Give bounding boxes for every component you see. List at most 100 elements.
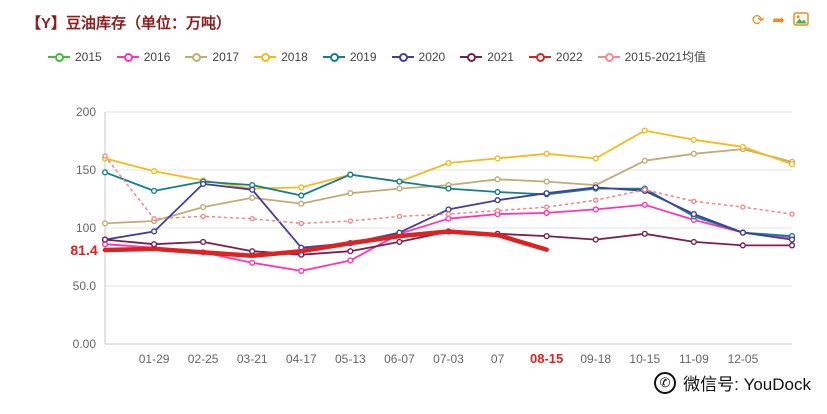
series-point-2019 [445, 185, 452, 192]
series-point-2021 [200, 238, 207, 246]
series-point-2021 [396, 238, 403, 246]
series-point-2018 [494, 155, 501, 162]
legend-marker-icon [48, 52, 70, 62]
x-axis-tick-label: 01-29 [139, 352, 170, 366]
legend-label: 2021 [487, 49, 514, 64]
series-point-2019 [396, 178, 403, 185]
legend-label: 2022 [555, 49, 583, 64]
series-line-2019 [104, 171, 793, 237]
series-point-2021 [150, 241, 158, 248]
series-point-2019 [494, 188, 501, 196]
series-point-2017 [347, 190, 354, 197]
watermark: ✆ 微信号: YouDock [654, 370, 811, 395]
legend-label: 2016 [143, 49, 171, 64]
series-point-2015-2021均值 [740, 204, 746, 210]
share-icon[interactable]: ➦ [772, 12, 785, 29]
legend-marker-icon [528, 52, 551, 62]
series-point-2020 [494, 197, 501, 204]
series-point-2020 [690, 210, 697, 218]
series-point-2015-2021均值 [789, 211, 795, 217]
series-point-2015-2021均值 [102, 153, 108, 159]
y-axis-tick-label: 50.0 [73, 279, 97, 293]
x-axis-tick-label-current: 08-15 [530, 351, 563, 366]
series-point-2017 [200, 204, 207, 211]
series-point-2017 [396, 185, 403, 192]
series-point-2020 [739, 229, 747, 236]
series-point-2020 [445, 206, 452, 213]
legend-item-2019[interactable]: 2019 [322, 50, 377, 64]
legend-marker-icon [597, 52, 620, 62]
x-axis-tick-label: 02-25 [188, 352, 219, 366]
series-point-2015-2021均值 [691, 198, 697, 205]
legend-label: 2015-2021均值 [624, 50, 707, 64]
legend-item-2022[interactable]: 2022 [528, 49, 583, 64]
series-point-2020 [543, 190, 550, 197]
series-point-2016 [543, 209, 550, 217]
series-point-2015-2021均值 [200, 213, 206, 220]
series-point-2020 [150, 228, 158, 235]
series-point-2015-2021均值 [347, 218, 354, 224]
legend-label: 2020 [418, 49, 446, 64]
series-point-2021 [592, 236, 599, 243]
series-point-2021 [249, 248, 256, 255]
legend-item-2017[interactable]: 2017 [185, 50, 239, 64]
series-point-2015-2021均值 [593, 197, 599, 203]
legend-marker-icon [322, 52, 345, 62]
x-axis-tick-label: 07 [491, 352, 505, 366]
export-image-icon[interactable] [793, 12, 809, 29]
legend-item-2015-2021均值[interactable]: 2015-2021均值 [597, 48, 707, 65]
legend-label: 2018 [281, 49, 308, 64]
legend-item-2015[interactable]: 2015 [48, 50, 102, 64]
legend-marker-icon [185, 52, 208, 62]
x-axis-tick-label: 07-03 [433, 352, 464, 366]
x-axis-tick-label: 11-09 [679, 352, 709, 366]
series-point-2015-2021均值 [249, 216, 255, 222]
series-point-2015-2021均值 [642, 187, 648, 193]
series-point-2020 [592, 184, 599, 191]
legend-label: 2015 [75, 49, 102, 64]
series-point-2020 [249, 186, 256, 193]
x-axis-tick-label: 09-18 [580, 352, 611, 366]
series-line-2018 [104, 129, 793, 190]
series-point-2015-2021均值 [543, 204, 550, 210]
series-point-2018 [739, 143, 747, 150]
y-axis-tick-label: 100 [76, 221, 96, 235]
series-point-2017 [494, 176, 501, 183]
legend-item-2018[interactable]: 2018 [254, 50, 308, 64]
series-point-2018 [445, 159, 452, 167]
y-axis-tick-label: 200 [76, 105, 96, 119]
legend-item-2020[interactable]: 2020 [391, 49, 446, 64]
series-point-2021 [543, 233, 550, 240]
refresh-icon[interactable]: ⟳ [751, 12, 765, 29]
series-point-2016 [249, 259, 256, 266]
legend-marker-icon [460, 52, 483, 62]
series-point-2017 [690, 150, 697, 157]
series-point-2018 [298, 184, 305, 191]
series-point-2017 [101, 220, 109, 227]
x-axis-tick-label: 12-05 [728, 352, 759, 366]
series-point-2015-2021均值 [445, 211, 452, 217]
series-point-2021 [690, 238, 697, 246]
series-point-2021 [101, 236, 109, 243]
x-axis-tick-label: 04-17 [286, 352, 317, 366]
legend-marker-icon [116, 52, 139, 62]
series-point-2016 [445, 215, 452, 222]
series-point-2017 [641, 157, 648, 164]
legend-item-2016[interactable]: 2016 [116, 49, 171, 64]
series-point-2021 [347, 248, 354, 255]
series-point-2021 [788, 242, 796, 249]
series-point-2016 [298, 267, 305, 275]
x-axis-tick-label: 10-15 [629, 352, 660, 366]
legend-label: 2017 [212, 49, 240, 64]
series-point-2017 [298, 200, 305, 207]
series-point-2018 [543, 150, 550, 157]
series-point-2018 [690, 136, 697, 143]
series-point-2016 [592, 206, 599, 213]
series-point-2020 [200, 180, 207, 188]
series-point-2016 [347, 257, 354, 264]
legend-item-2021[interactable]: 2021 [460, 50, 514, 64]
latest-value-badge: 81.4 [66, 242, 102, 258]
series-point-2020 [788, 236, 796, 243]
